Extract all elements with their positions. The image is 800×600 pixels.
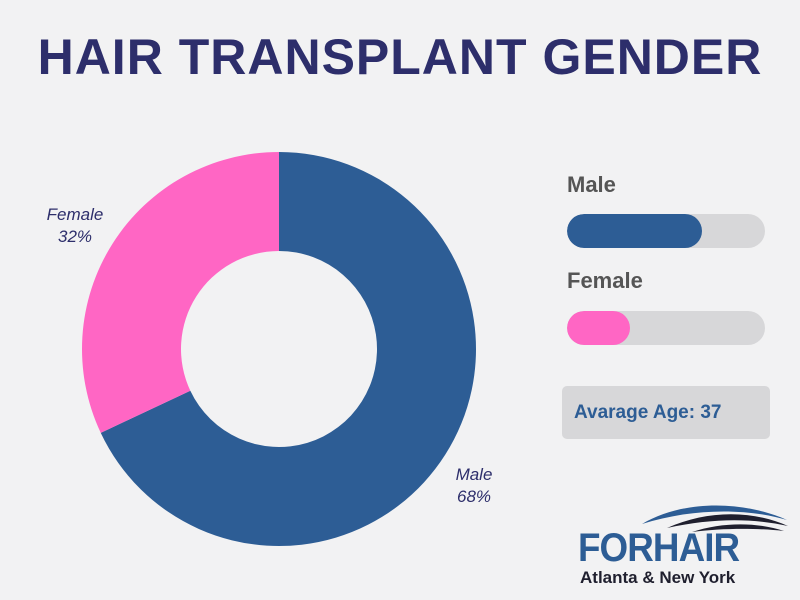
slice-value-female: 32%: [58, 227, 92, 246]
logo-tagline: Atlanta & New York: [580, 568, 736, 587]
slice-label-male: Male: [456, 465, 493, 484]
legend-label-male: Male: [567, 172, 616, 197]
hair-swoosh-icon: [642, 505, 788, 532]
average-age-text: Avarage Age: 37: [574, 401, 722, 423]
average-age-box: Avarage Age: 37: [562, 386, 770, 439]
legend-label-female: Female: [567, 268, 643, 293]
slice-labels: Male 68% Female 32%: [47, 205, 493, 506]
slice-value-male: 68%: [457, 487, 491, 506]
logo-wordmark: FORHAIR: [578, 526, 740, 570]
donut-slices: [81, 151, 476, 546]
male-bar-fill: [567, 214, 702, 248]
slice-label-female: Female: [47, 205, 104, 224]
slice-female: [81, 151, 280, 433]
female-bar-track: [567, 311, 765, 345]
male-bar-track: [567, 214, 765, 248]
slice-male: [100, 152, 476, 546]
page-title: HAIR TRANSPLANT GENDER: [37, 29, 763, 85]
forhair-logo: FORHAIR Atlanta & New York: [572, 498, 792, 594]
female-bar-fill: [567, 311, 631, 345]
